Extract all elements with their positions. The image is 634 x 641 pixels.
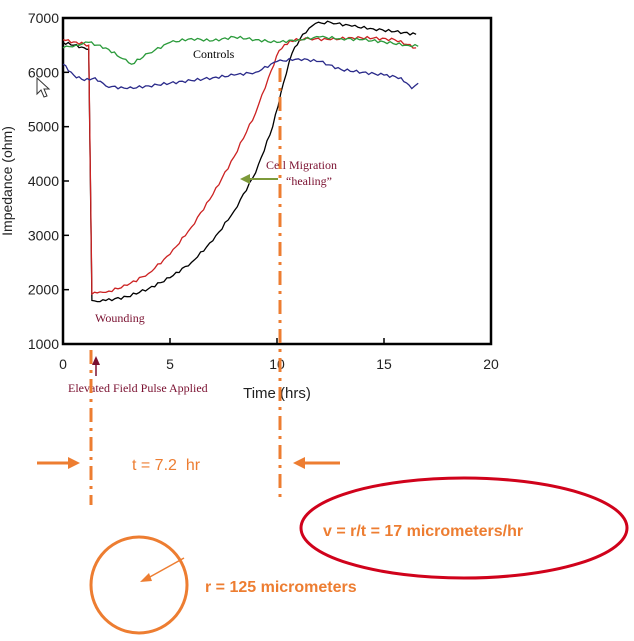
series-line-1 <box>62 35 417 296</box>
pulse-label: Elevated Field Pulse Applied <box>68 381 208 395</box>
pulse-arrow <box>92 356 100 376</box>
mouse-cursor-icon <box>36 76 51 98</box>
healing-arrow <box>240 174 278 184</box>
radius-arrow <box>140 557 185 582</box>
cell-circle <box>89 535 189 635</box>
cell-migration-label: Cell Migration <box>266 158 337 172</box>
series-line-0 <box>62 20 417 303</box>
controls-label: Controls <box>193 47 235 61</box>
velocity-ellipse <box>299 476 629 580</box>
x-axis-title: Time (hrs) <box>243 385 311 402</box>
healing-label: “healing” <box>286 174 332 188</box>
y-tick-label: 2000 <box>28 282 59 298</box>
y-tick-label: 1000 <box>28 336 59 352</box>
y-tick-label: 6000 <box>28 64 59 80</box>
radius-label: r = 125 micrometers <box>205 579 357 596</box>
x-tick-label: 20 <box>483 356 499 372</box>
x-tick-label: 15 <box>376 356 392 372</box>
y-tick-label: 4000 <box>28 173 59 189</box>
time-label: t = 7.2 hr <box>132 457 201 474</box>
wounding-label: Wounding <box>95 311 145 325</box>
y-tick-label: 7000 <box>28 10 59 26</box>
plot-frame <box>61 16 493 346</box>
y-axis-title: Impedance (ohm) <box>0 126 15 236</box>
y-tick-label: 5000 <box>28 119 59 135</box>
right-time-arrow <box>293 457 340 469</box>
left-time-arrow <box>37 457 80 469</box>
series-line-3 <box>62 57 419 90</box>
x-tick-label: 0 <box>59 356 67 372</box>
y-axis: 1000 2000 3000 4000 5000 6000 7000 <box>28 10 69 352</box>
series-layer <box>62 20 419 303</box>
series-line-2 <box>62 35 419 65</box>
y-tick-label: 3000 <box>28 227 59 243</box>
x-tick-label: 10 <box>269 356 285 372</box>
velocity-label: v = r/t = 17 micrometers/hr <box>323 523 523 540</box>
x-tick-label: 5 <box>166 356 174 372</box>
